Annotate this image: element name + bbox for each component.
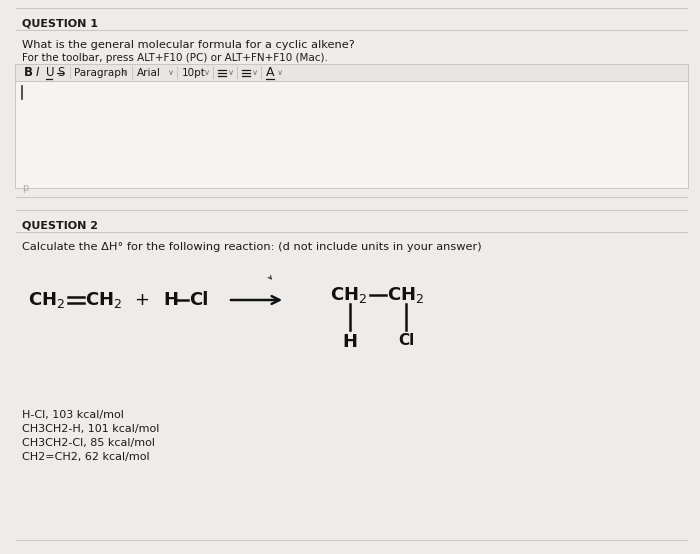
Text: CH$_2$: CH$_2$: [28, 290, 65, 310]
Text: CH$_2$: CH$_2$: [387, 285, 424, 305]
Text: Arial: Arial: [137, 68, 161, 78]
Text: ∨: ∨: [277, 68, 283, 77]
Text: QUESTION 1: QUESTION 1: [22, 18, 98, 28]
Text: ∨: ∨: [204, 68, 210, 77]
Text: CH3CH2-H, 101 kcal/mol: CH3CH2-H, 101 kcal/mol: [22, 424, 160, 434]
Text: For the toolbar, press ALT+F10 (PC) or ALT+FN+F10 (Mac).: For the toolbar, press ALT+F10 (PC) or A…: [22, 53, 328, 63]
Text: ∨: ∨: [122, 68, 128, 77]
Text: S: S: [57, 66, 64, 79]
Text: 10pt: 10pt: [182, 68, 206, 78]
Text: H-Cl, 103 kcal/mol: H-Cl, 103 kcal/mol: [22, 410, 124, 420]
Text: H: H: [342, 333, 358, 351]
Text: ∨: ∨: [228, 68, 234, 77]
Text: CH2=CH2, 62 kcal/mol: CH2=CH2, 62 kcal/mol: [22, 452, 150, 462]
Text: I: I: [36, 66, 39, 79]
Text: CH$_2$: CH$_2$: [85, 290, 122, 310]
Text: Cl: Cl: [398, 333, 414, 348]
Text: Calculate the ΔH° for the following reaction: (d not include units in your answe: Calculate the ΔH° for the following reac…: [22, 242, 482, 252]
Text: +: +: [134, 291, 150, 309]
Text: Cl: Cl: [189, 291, 209, 309]
Text: What is the general molecular formula for a cyclic alkene?: What is the general molecular formula fo…: [22, 40, 355, 50]
Text: ∨: ∨: [252, 68, 258, 77]
Text: CH$_2$: CH$_2$: [330, 285, 368, 305]
Text: A: A: [266, 66, 274, 79]
Text: p: p: [22, 183, 28, 193]
Text: CH3CH2-Cl, 85 kcal/mol: CH3CH2-Cl, 85 kcal/mol: [22, 438, 155, 448]
Text: U: U: [46, 66, 55, 79]
Text: ∨: ∨: [168, 68, 174, 77]
Text: H: H: [163, 291, 178, 309]
Bar: [15, 64, 688, 81]
Text: QUESTION 2: QUESTION 2: [22, 221, 98, 231]
Text: Paragraph: Paragraph: [74, 68, 127, 78]
Bar: [15, 81, 688, 188]
Text: B: B: [24, 66, 33, 79]
